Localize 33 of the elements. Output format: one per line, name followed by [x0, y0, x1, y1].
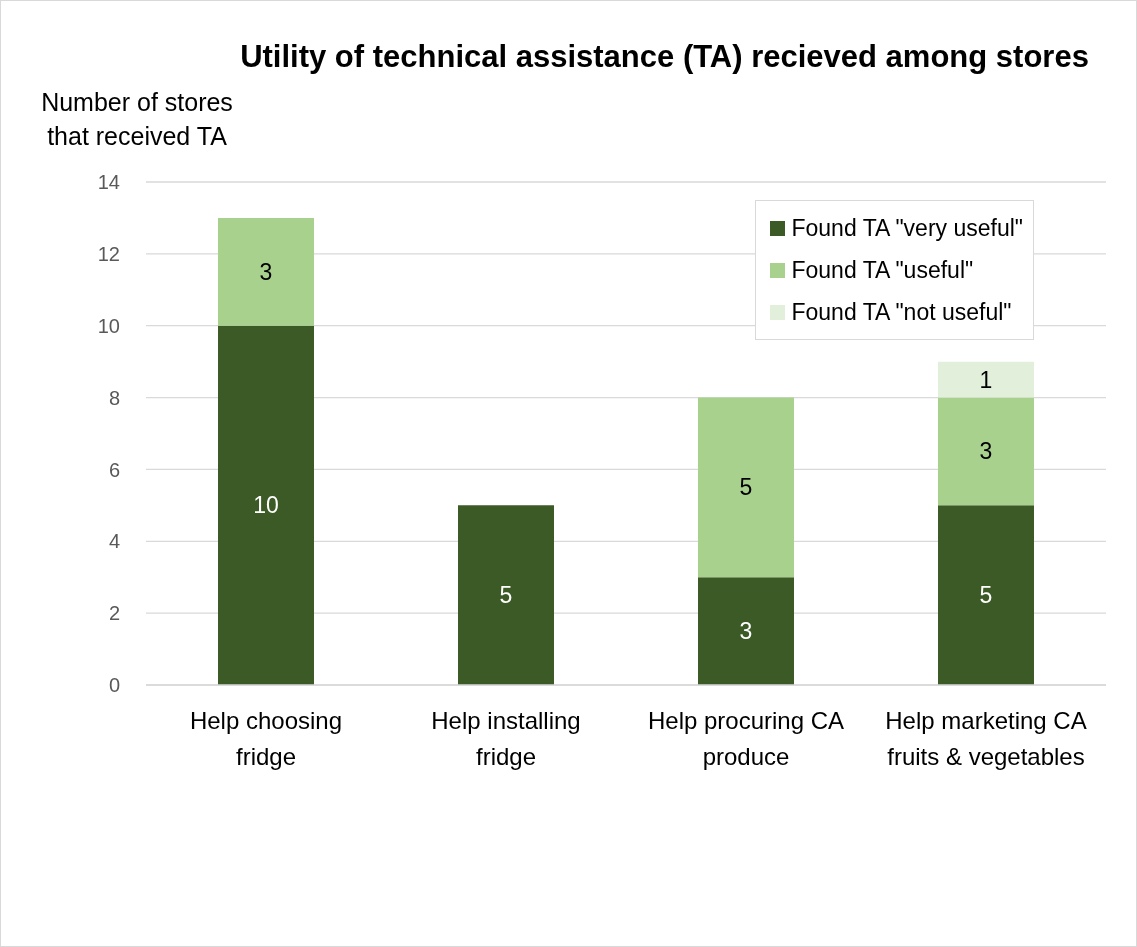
data-label: 3 — [739, 618, 753, 645]
y-tick-label: 12 — [97, 242, 120, 265]
bar — [938, 361, 1034, 398]
legend-label: Found TA "not useful" — [791, 298, 1012, 326]
data-label: 5 — [739, 474, 753, 501]
y-tick-label: 2 — [108, 602, 120, 625]
data-label: 10 — [253, 492, 279, 519]
bar — [698, 577, 794, 685]
bar — [938, 505, 1034, 685]
bar — [938, 397, 1034, 506]
y-tick-label: 10 — [97, 314, 120, 337]
x-tick-label: Help installing fridge — [431, 707, 581, 770]
bar — [698, 397, 794, 578]
data-label: 3 — [979, 438, 993, 465]
bar — [218, 325, 314, 685]
y-axis-title: Number of stores that received TA — [40, 87, 234, 152]
x-tick-label: Help choosing fridge — [189, 707, 343, 770]
legend-label: Found TA "very useful" — [791, 214, 1023, 242]
y-tick-label: 6 — [108, 458, 120, 481]
data-label: 3 — [259, 258, 273, 285]
data-label: 5 — [979, 582, 993, 609]
x-tick-label: Help marketing CA fruits & vegetables — [885, 707, 1087, 770]
legend-label: Found TA "useful" — [791, 256, 974, 284]
y-tick-label: 8 — [108, 386, 120, 409]
data-label: 5 — [499, 582, 513, 609]
bar — [458, 505, 554, 685]
bar — [218, 217, 314, 326]
y-tick-label: 4 — [108, 530, 120, 553]
data-label: 1 — [979, 366, 993, 393]
y-tick-label: 14 — [97, 171, 120, 194]
x-tick-label: Help procuring CA produce — [647, 707, 845, 770]
y-tick-label: 0 — [108, 674, 120, 697]
chart-title: Utility of technical assistance (TA) recieved among stores — [239, 38, 1090, 76]
